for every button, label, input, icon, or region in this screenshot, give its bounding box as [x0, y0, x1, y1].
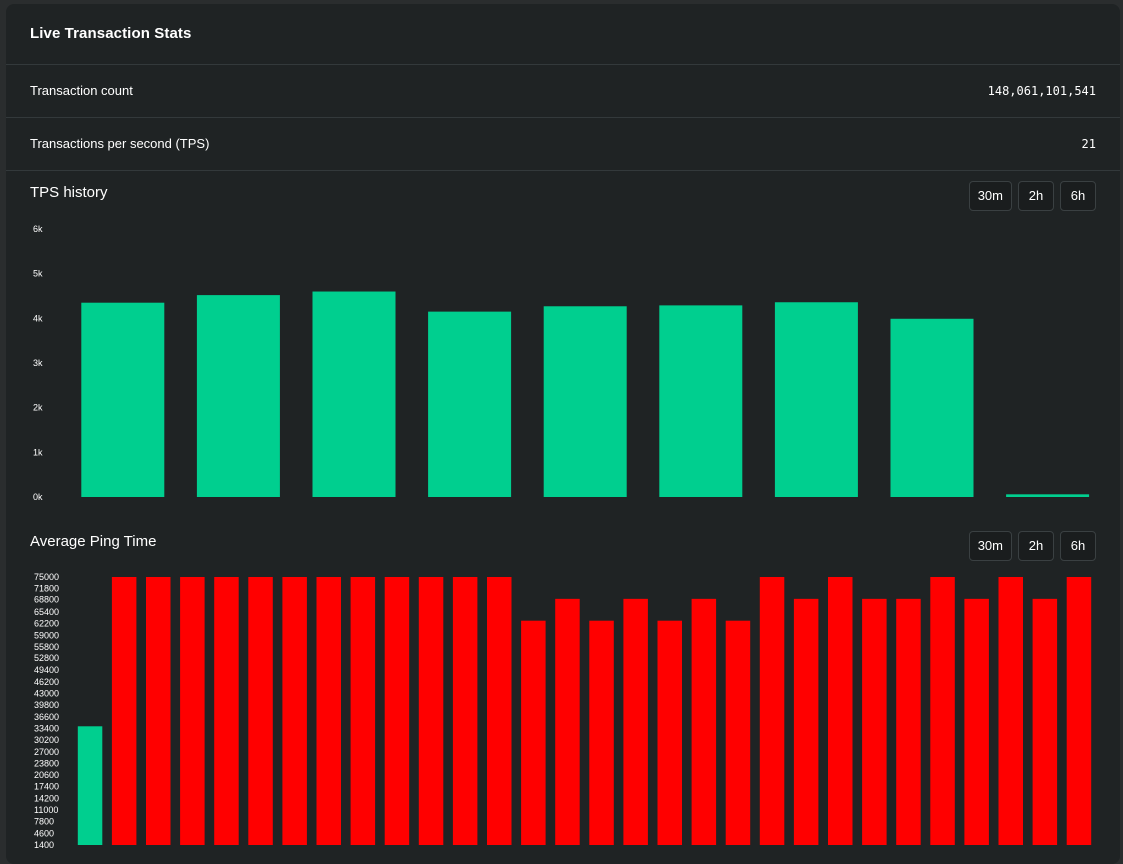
ping-bar	[555, 598, 580, 845]
tps-bar	[312, 291, 396, 497]
ping-bar	[998, 577, 1023, 845]
tps-bar	[543, 306, 627, 497]
transaction-count-value: 148,061,101,541	[987, 84, 1096, 98]
transaction-count-label: Transaction count	[30, 83, 133, 98]
tps-y-tick-label: 1k	[33, 447, 43, 457]
ping-bar	[146, 577, 171, 845]
ping-y-tick-label: 65400	[34, 607, 59, 617]
tps-bar	[81, 302, 165, 497]
ping-bar	[384, 577, 410, 845]
ping-bar	[589, 620, 614, 845]
ping-bar	[1066, 577, 1092, 845]
tps-bar	[196, 295, 280, 497]
ping-y-tick-label: 59000	[34, 630, 59, 640]
tps-y-tick-label: 0k	[33, 492, 43, 502]
tps-history-range-buttons: 30m 2h 6h	[968, 181, 1096, 211]
tps-y-tick-label: 4k	[33, 313, 43, 323]
ping-range-2h-button[interactable]: 2h	[1018, 531, 1054, 561]
ping-range-buttons: 30m 2h 6h	[968, 531, 1096, 561]
live-transaction-stats-panel: Live Transaction Stats Transaction count…	[6, 4, 1120, 864]
ping-y-tick-label: 11000	[34, 805, 58, 815]
panel-title: Live Transaction Stats	[30, 25, 192, 42]
ping-y-tick-label: 52800	[34, 653, 59, 663]
ping-y-tick-label: 14200	[34, 793, 59, 803]
panel-header: Live Transaction Stats	[6, 4, 1120, 65]
ping-bar	[725, 620, 751, 845]
tps-y-tick-label: 3k	[33, 358, 43, 368]
ping-bar	[828, 577, 853, 845]
ping-bar	[77, 726, 103, 845]
ping-bar	[930, 577, 955, 845]
stat-row-transaction-count: Transaction count 148,061,101,541	[6, 65, 1120, 118]
tps-y-tick-label: 2k	[33, 403, 43, 413]
ping-y-tick-label: 36600	[34, 712, 59, 722]
ping-bar	[964, 598, 989, 845]
tps-y-tick-label: 6k	[33, 224, 43, 234]
ping-bar	[759, 577, 785, 845]
ping-bar	[862, 598, 887, 845]
ping-bar	[248, 577, 273, 845]
tps-history-chart: 0k 1k 2k 3k 4k 5k 6k	[6, 222, 1120, 512]
ping-bar	[180, 577, 205, 845]
tps-label: Transactions per second (TPS)	[30, 136, 210, 151]
ping-y-tick-label: 46200	[34, 677, 59, 687]
ping-y-tick-label: 7800	[34, 817, 54, 827]
ping-y-tick-label: 23800	[34, 758, 59, 768]
ping-bar	[657, 620, 682, 845]
ping-y-tick-label: 55800	[34, 642, 59, 652]
ping-bar	[350, 577, 376, 845]
ping-bar	[452, 577, 478, 845]
ping-chart: 75000 71800 68800 65400 62200 59000 55800 52800…	[6, 570, 1120, 860]
tps-range-6h-button[interactable]: 6h	[1060, 181, 1096, 211]
tps-history-chart-svg: 0k 1k 2k 3k 4k 5k 6k	[33, 224, 1090, 502]
tps-range-2h-button[interactable]: 2h	[1018, 181, 1054, 211]
ping-bar	[418, 577, 444, 845]
ping-range-6h-button[interactable]: 6h	[1060, 531, 1096, 561]
ping-bar	[316, 577, 341, 845]
ping-bar	[521, 620, 546, 845]
ping-bar	[1032, 598, 1058, 845]
ping-y-tick-label: 1400	[34, 840, 54, 850]
stat-row-tps: Transactions per second (TPS) 21	[6, 118, 1120, 171]
tps-value: 21	[1081, 137, 1096, 151]
ping-bar	[487, 577, 512, 845]
tps-bar	[659, 305, 743, 497]
tps-bar	[428, 311, 512, 497]
ping-bar	[214, 577, 239, 845]
tps-bar	[1006, 494, 1090, 497]
ping-y-tick-label: 20600	[34, 770, 59, 780]
ping-bar	[896, 598, 921, 845]
tps-history-title: TPS history	[30, 184, 108, 201]
ping-range-30m-button[interactable]: 30m	[968, 531, 1012, 561]
ping-bar	[691, 598, 717, 845]
ping-y-tick-label: 33400	[34, 723, 59, 733]
ping-bar	[793, 598, 819, 845]
ping-y-tick-label: 68800	[34, 595, 59, 605]
ping-y-tick-label: 62200	[34, 619, 59, 629]
tps-y-tick-label: 5k	[33, 269, 43, 279]
ping-y-tick-label: 17400	[34, 782, 59, 792]
ping-title: Average Ping Time	[30, 533, 157, 550]
ping-bar	[623, 598, 648, 845]
ping-y-tick-label: 71800	[34, 584, 59, 594]
ping-bar	[111, 577, 137, 845]
ping-y-tick-label: 30200	[34, 735, 59, 745]
ping-y-tick-label: 4600	[34, 828, 54, 838]
tps-bar	[774, 302, 858, 497]
ping-y-tick-label: 75000	[34, 572, 59, 582]
ping-y-tick-label: 39800	[34, 700, 59, 710]
tps-range-30m-button[interactable]: 30m	[968, 181, 1012, 211]
ping-y-tick-label: 43000	[34, 689, 59, 699]
ping-y-tick-label: 49400	[34, 665, 59, 675]
ping-y-tick-label: 27000	[34, 747, 59, 757]
tps-bar	[890, 318, 974, 497]
ping-bar	[282, 577, 307, 845]
